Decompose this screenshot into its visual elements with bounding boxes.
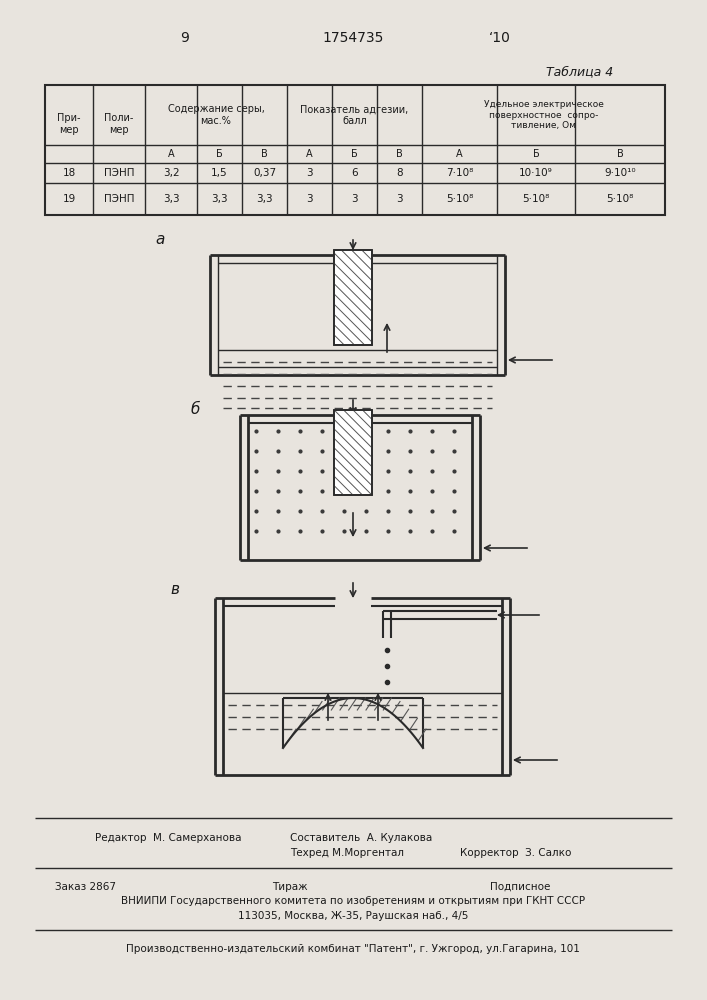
Bar [334, 250, 372, 345]
Text: 5·10⁸: 5·10⁸ [607, 194, 633, 204]
Text: 3,3: 3,3 [256, 194, 273, 204]
Text: 0,37: 0,37 [253, 168, 276, 178]
Text: А: А [456, 149, 463, 159]
Text: Тираж: Тираж [272, 882, 308, 892]
Text: в: в [170, 582, 180, 597]
Text: Удельное электрическое
поверхностное  сопро-
тивление, Ом: Удельное электрическое поверхностное соп… [484, 100, 604, 130]
Text: 10·10⁹: 10·10⁹ [519, 168, 553, 178]
Text: В: В [396, 149, 403, 159]
Text: 3: 3 [351, 194, 358, 204]
Text: 9: 9 [180, 31, 189, 45]
Text: Б: Б [216, 149, 223, 159]
Text: 3: 3 [306, 194, 312, 204]
Text: Содержание серы,
мас.%: Содержание серы, мас.% [168, 104, 264, 126]
Text: 3: 3 [396, 194, 403, 204]
Text: 9·10¹⁰: 9·10¹⁰ [604, 168, 636, 178]
Text: Техред М.Моргентал: Техред М.Моргентал [290, 848, 404, 858]
Text: ПЭНП: ПЭНП [104, 168, 134, 178]
Text: 3,2: 3,2 [163, 168, 180, 178]
Text: А: А [168, 149, 175, 159]
Text: 8: 8 [396, 168, 403, 178]
Bar [334, 410, 372, 495]
Text: А: А [306, 149, 312, 159]
Text: а: а [156, 232, 165, 247]
Text: Заказ 2867: Заказ 2867 [55, 882, 116, 892]
Text: Корректор  З. Салко: Корректор З. Салко [460, 848, 571, 858]
Text: 1,5: 1,5 [211, 168, 228, 178]
Text: В: В [261, 149, 268, 159]
Text: В: В [617, 149, 624, 159]
Bar [334, 410, 372, 495]
Text: 113035, Москва, Ж-35, Раушская наб., 4/5: 113035, Москва, Ж-35, Раушская наб., 4/5 [238, 911, 468, 921]
Text: 19: 19 [62, 194, 76, 204]
Text: 7·10⁸: 7·10⁸ [446, 168, 473, 178]
Bar [45, 85, 665, 215]
Bar [334, 250, 372, 345]
Text: 1754735: 1754735 [322, 31, 384, 45]
Text: Таблица 4: Таблица 4 [547, 66, 614, 79]
Text: Подписное: Подписное [490, 882, 550, 892]
Text: Производственно-издательский комбинат "Патент", г. Ужгород, ул.Гагарина, 101: Производственно-издательский комбинат "П… [126, 944, 580, 954]
Text: 5·10⁸: 5·10⁸ [522, 194, 549, 204]
Text: Б: Б [532, 149, 539, 159]
Text: ПЭНП: ПЭНП [104, 194, 134, 204]
Text: При-
мер: При- мер [57, 113, 81, 135]
Text: 5·10⁸: 5·10⁸ [446, 194, 473, 204]
Text: 6: 6 [351, 168, 358, 178]
Text: 3,3: 3,3 [163, 194, 180, 204]
Text: Составитель  А. Кулакова: Составитель А. Кулакова [290, 833, 432, 843]
Text: ‘10: ‘10 [489, 31, 511, 45]
Text: Поли-
мер: Поли- мер [105, 113, 134, 135]
Text: 3,3: 3,3 [211, 194, 228, 204]
Text: Б: Б [351, 149, 358, 159]
Text: Редактор  М. Самерханова: Редактор М. Самерханова [95, 833, 242, 843]
Text: б: б [190, 402, 199, 418]
Text: ВНИИПИ Государственного комитета по изобретениям и открытиям при ГКНТ СССР: ВНИИПИ Государственного комитета по изоб… [121, 896, 585, 906]
Text: 18: 18 [62, 168, 76, 178]
Text: 3: 3 [306, 168, 312, 178]
Text: Показатель адгезии,
балл: Показатель адгезии, балл [300, 104, 409, 126]
